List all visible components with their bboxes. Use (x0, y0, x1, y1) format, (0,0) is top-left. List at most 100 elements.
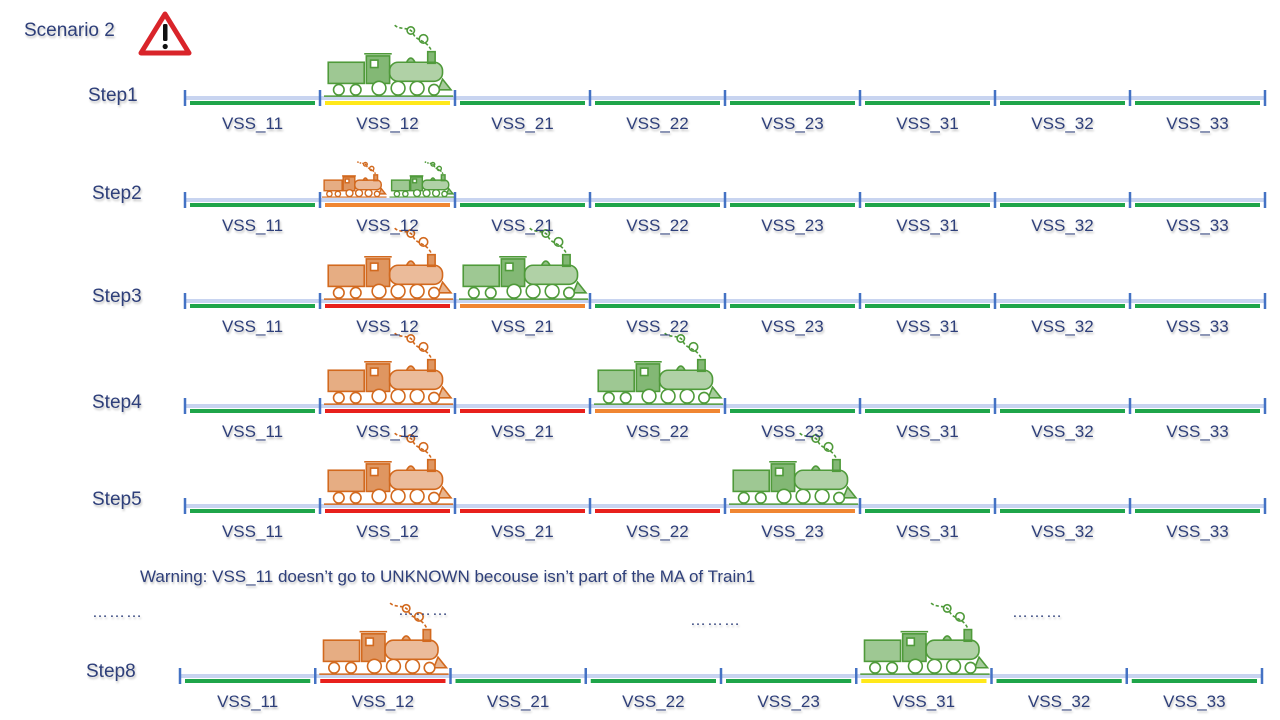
ellipsis-vss-32: ……… (1012, 604, 1063, 621)
vss-label: VSS_32 (1031, 422, 1094, 441)
vss-label: VSS_12 (356, 422, 419, 441)
vss-state-bar (1000, 409, 1125, 413)
vss-label: VSS_12 (356, 317, 419, 336)
vss-label: VSS_21 (491, 216, 554, 235)
warning-triangle-icon (138, 11, 192, 56)
vss-state-bar (190, 101, 315, 105)
vss-state-bar (1135, 101, 1260, 105)
vss-label: VSS_11 (221, 114, 284, 133)
vss-label: VSS_11 (221, 522, 284, 541)
vss-label: VSS_33 (1166, 522, 1229, 541)
vss-state-bar (730, 304, 855, 308)
vss-label: VSS_22 (626, 522, 689, 541)
step-label: Step5 (92, 489, 142, 510)
vss-state-bar (726, 679, 852, 683)
vss-label: VSS_23 (761, 114, 824, 133)
vss-label: VSS_11 (221, 216, 284, 235)
vss-state-bar (865, 509, 990, 513)
vss-label: VSS_23 (761, 422, 824, 441)
vss-state-bar (730, 203, 855, 207)
train2-locomotive (389, 160, 455, 198)
vss-state-bar (325, 304, 450, 308)
vss-state-bar (190, 203, 315, 207)
vss-state-bar (325, 509, 450, 513)
vss-state-bar (325, 409, 450, 413)
vss-label: VSS_23 (761, 216, 824, 235)
vss-state-bar (460, 304, 585, 308)
vss-state-bar (320, 679, 446, 683)
vss-label: VSS_12 (356, 114, 419, 133)
vss-state-bar (1000, 509, 1125, 513)
vss-state-bar (1000, 101, 1125, 105)
vss-state-bar (595, 304, 720, 308)
vss-label: VSS_12 (351, 692, 415, 711)
train2-locomotive (324, 23, 454, 97)
vss-state-bar (865, 203, 990, 207)
vss-label: VSS_33 (1163, 692, 1226, 711)
step-label: Step3 (92, 286, 142, 307)
vss-label: VSS_31 (896, 317, 959, 336)
vss-state-bar (1000, 304, 1125, 308)
vss-state-bar (595, 409, 720, 413)
vss-state-bar (190, 409, 315, 413)
ellipsis-step: ……… (92, 604, 143, 621)
vss-state-bar (861, 679, 987, 683)
vss-label: VSS_21 (491, 522, 554, 541)
scenario-title: Scenario 2 (24, 20, 115, 41)
vss-state-bar (190, 304, 315, 308)
vss-state-bar (460, 203, 585, 207)
vss-label: VSS_31 (896, 216, 959, 235)
vss-label: VSS_23 (757, 692, 820, 711)
vss-state-bar (590, 679, 716, 683)
train2-locomotive (729, 431, 859, 505)
vss-state-bar (325, 101, 450, 105)
vss-state-bar (595, 509, 720, 513)
vss-state-bar (1000, 203, 1125, 207)
vss-state-bar (595, 203, 720, 207)
step-label: Step2 (92, 183, 142, 204)
vss-state-bar (865, 101, 990, 105)
vss-label: VSS_23 (761, 522, 824, 541)
vss-state-bar (730, 409, 855, 413)
train1-locomotive (324, 431, 454, 505)
train1-locomotive (324, 331, 454, 405)
vss-state-bar (460, 409, 585, 413)
vss-label: VSS_33 (1166, 216, 1229, 235)
step-label: Step4 (92, 392, 142, 413)
vss-label: VSS_23 (761, 317, 824, 336)
vss-label: VSS_32 (1031, 522, 1094, 541)
vss-label: VSS_31 (892, 692, 956, 711)
vss-label: VSS_22 (626, 114, 689, 133)
vss-state-bar (190, 509, 315, 513)
vss-label: VSS_22 (626, 216, 689, 235)
vss-label: VSS_12 (356, 216, 419, 235)
vss-state-bar (865, 304, 990, 308)
vss-state-bar (1131, 679, 1257, 683)
vss-state-bar (460, 101, 585, 105)
vss-state-bar (1135, 409, 1260, 413)
train2-locomotive (594, 331, 724, 405)
vss-label: VSS_21 (491, 422, 554, 441)
vss-label: VSS_21 (486, 692, 550, 711)
vss-label: VSS_33 (1166, 317, 1229, 336)
vss-label: VSS_11 (221, 422, 284, 441)
ellipsis-vss-12: ……… (398, 602, 449, 619)
vss-label: VSS_21 (491, 317, 554, 336)
vss-state-bar (185, 679, 311, 683)
vss-state-bar (730, 509, 855, 513)
vss-state-bar (1135, 304, 1260, 308)
vss-label: VSS_22 (626, 422, 689, 441)
train1-locomotive (319, 601, 449, 675)
vss-state-bar (996, 679, 1122, 683)
ellipsis-vss-22: ……… (690, 612, 741, 629)
train1-locomotive (322, 160, 387, 198)
warning-note: Warning: VSS_11 doesn’t go to UNKNOWN be… (140, 567, 756, 586)
vss-label: VSS_11 (217, 692, 279, 711)
vss-label: VSS_32 (1031, 317, 1094, 336)
train2-locomotive (459, 226, 589, 300)
vss-label: VSS_32 (1027, 692, 1091, 711)
vss-label: VSS_33 (1166, 422, 1229, 441)
vss-label: VSS_22 (622, 692, 685, 711)
vss-label: VSS_21 (491, 114, 554, 133)
